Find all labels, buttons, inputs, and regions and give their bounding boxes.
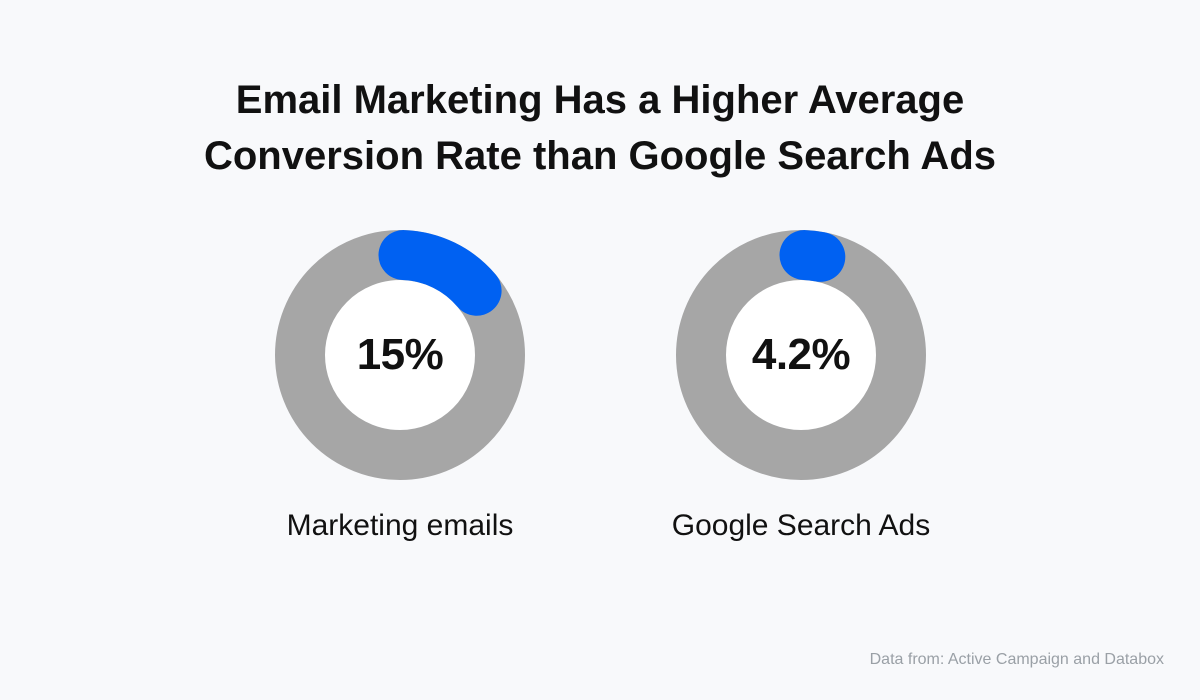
data-source-note: Data from: Active Campaign and Databox [869,651,1164,668]
donut-value-google-search-ads: 4.2% [751,330,851,379]
donut-svg-marketing-emails [275,230,525,480]
donut-value-marketing-emails: 15% [356,330,444,379]
donut-svg-google-search-ads [676,230,926,480]
chart-title: Email Marketing Has a Higher Average Con… [0,72,1200,184]
donut-chart-google-search-ads: 4.2% [676,230,926,480]
chart-title-line-1: Email Marketing Has a Higher Average [235,78,965,122]
donut-center [325,280,475,430]
donut-center [726,280,876,430]
donut-arc-google-search-ads [779,230,846,282]
donut-label-marketing-emails: Marketing emails [286,509,514,542]
donut-arc-marketing-emails [378,230,502,316]
donut-label-google-search-ads: Google Search Ads [671,509,931,542]
donut-chart-marketing-emails: 15% [275,230,525,480]
chart-title-line-2: Conversion Rate than Google Search Ads [203,134,996,178]
